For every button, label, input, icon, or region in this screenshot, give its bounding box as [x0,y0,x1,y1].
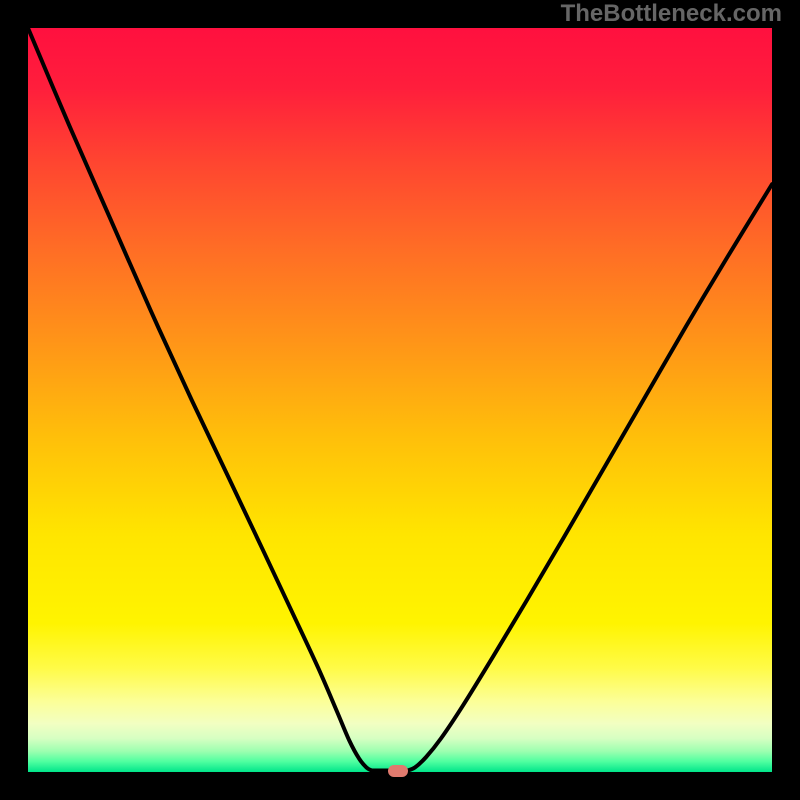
chart-frame: TheBottleneck.com [0,0,800,800]
gradient-background [28,28,772,772]
plot-area [28,28,772,772]
optimal-point-marker [388,765,408,777]
watermark-text: TheBottleneck.com [561,0,782,28]
curve-layer [28,28,772,772]
